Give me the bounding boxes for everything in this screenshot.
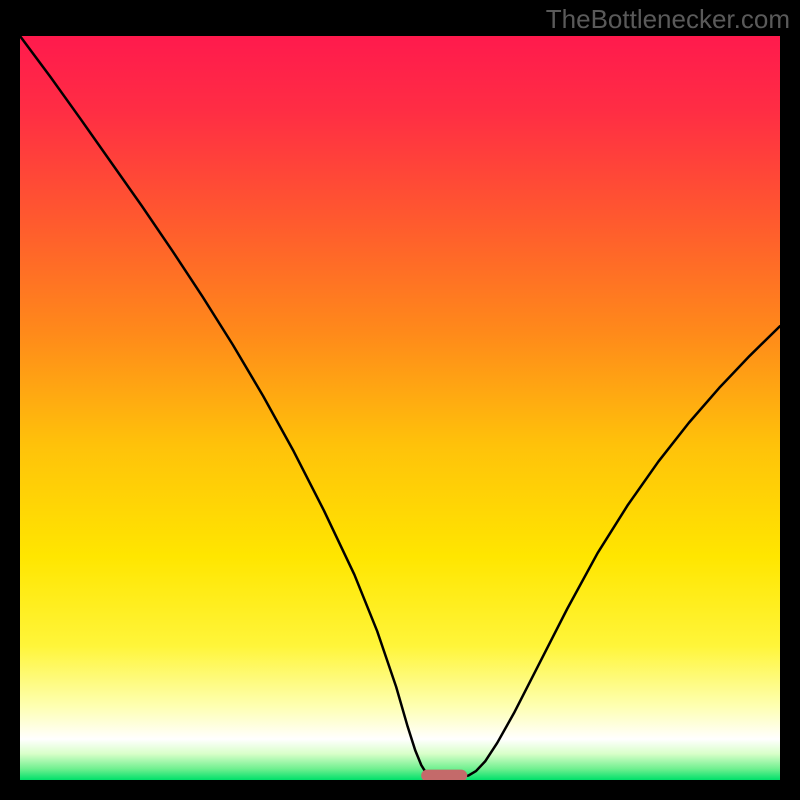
plot-area <box>20 36 780 780</box>
curve-layer <box>20 36 780 780</box>
chart-frame: TheBottlenecker.com <box>0 0 800 800</box>
watermark-text: TheBottlenecker.com <box>546 4 790 35</box>
sweet-spot-marker <box>421 769 467 780</box>
bottleneck-curve <box>20 36 780 778</box>
